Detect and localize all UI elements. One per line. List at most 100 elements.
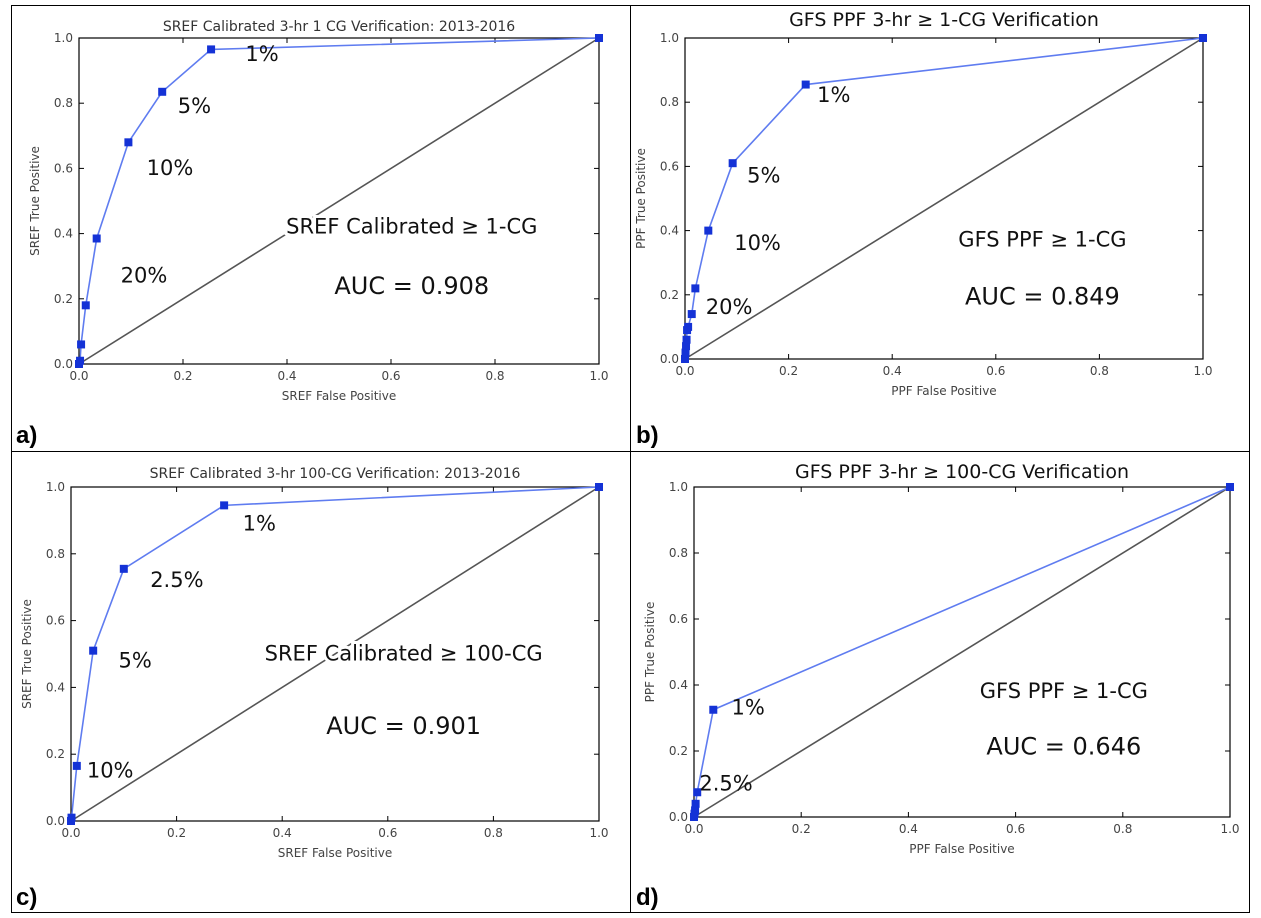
y-tick-label: 0.2 xyxy=(660,288,679,302)
y-axis-label: PPF True Positive xyxy=(643,602,657,703)
y-tick-label: 0.8 xyxy=(669,546,688,560)
reference-diagonal-line xyxy=(684,37,1204,360)
threshold-label: 1% xyxy=(243,511,276,535)
roc-point-marker xyxy=(89,646,98,655)
reference-diagonal-line xyxy=(78,37,600,365)
threshold-label: 1% xyxy=(245,42,278,66)
panel-label-d: d) xyxy=(636,884,659,911)
x-tick-label: 1.0 xyxy=(589,369,608,383)
x-tick-label: 0.8 xyxy=(1090,364,1109,378)
threshold-label: 1% xyxy=(732,696,765,720)
threshold-label: 20% xyxy=(706,295,753,319)
chart-title: GFS PPF 3-hr ≥ 100-CG Verification xyxy=(795,461,1129,483)
x-tick-label: 0.0 xyxy=(684,822,703,836)
chart-title: SREF Calibrated 3-hr 1 CG Verification: … xyxy=(163,19,515,35)
annotation-auc: AUC = 0.908 xyxy=(334,272,489,300)
roc-chart-a: SREF Calibrated 3-hr 1 CG Verification: … xyxy=(28,19,609,403)
y-tick-label: 0.0 xyxy=(669,810,688,824)
roc-point-marker xyxy=(124,138,133,147)
annotation-name: SREF Calibrated ≥ 100-CG xyxy=(265,642,543,666)
threshold-label: 10% xyxy=(87,759,134,783)
panel-label-b: b) xyxy=(636,422,659,449)
chart-title: SREF Calibrated 3-hr 100-CG Verification… xyxy=(150,466,521,482)
threshold-label: 10% xyxy=(734,231,781,255)
roc-point-marker xyxy=(595,483,603,491)
roc-point-marker xyxy=(681,355,689,363)
x-axis-label: SREF False Positive xyxy=(278,846,392,860)
x-tick-label: 1.0 xyxy=(589,826,608,840)
roc-chart-c: SREF Calibrated 3-hr 100-CG Verification… xyxy=(20,466,609,860)
y-axis-label: PPF True Positive xyxy=(634,148,648,249)
roc-point-marker xyxy=(801,80,810,89)
roc-point-marker xyxy=(681,348,690,357)
x-tick-label: 1.0 xyxy=(1193,364,1212,378)
annotation-name: GFS PPF ≥ 1-CG xyxy=(980,679,1148,703)
x-tick-label: 0.4 xyxy=(899,822,918,836)
x-tick-label: 0.8 xyxy=(1113,822,1132,836)
threshold-label: 1% xyxy=(817,83,850,107)
roc-point-marker xyxy=(158,87,167,96)
x-tick-label: 1.0 xyxy=(1220,822,1239,836)
threshold-label: 2.5% xyxy=(150,568,203,592)
annotation-auc: AUC = 0.849 xyxy=(965,282,1120,310)
roc-point-marker xyxy=(691,799,700,808)
x-tick-label: 0.0 xyxy=(675,364,694,378)
roc-point-marker xyxy=(595,34,603,42)
roc-point-marker xyxy=(691,284,700,293)
x-tick-label: 0.4 xyxy=(883,364,902,378)
roc-point-marker xyxy=(207,45,216,54)
panel-label-a: a) xyxy=(16,422,38,449)
roc-point-marker xyxy=(72,761,81,770)
x-tick-label: 0.8 xyxy=(484,826,503,840)
roc-point-marker xyxy=(687,310,696,319)
x-tick-label: 0.6 xyxy=(1006,822,1025,836)
y-tick-label: 0.8 xyxy=(54,96,73,110)
roc-point-marker xyxy=(220,501,229,510)
y-tick-label: 0.4 xyxy=(54,227,73,241)
roc-chart-d: GFS PPF 3-hr ≥ 100-CG Verification 0.0 0.2… xyxy=(643,461,1240,856)
y-axis-label: SREF True Positive xyxy=(20,599,34,709)
roc-point-marker xyxy=(76,356,85,365)
x-tick-label: 0.2 xyxy=(173,369,192,383)
y-tick-label: 0.6 xyxy=(46,614,65,628)
threshold-label: 5% xyxy=(178,94,211,118)
roc-point-marker xyxy=(92,234,101,243)
x-tick-label: 0.6 xyxy=(986,364,1005,378)
roc-point-marker xyxy=(81,301,90,310)
y-tick-label: 0.0 xyxy=(660,352,679,366)
roc-point-marker xyxy=(119,564,128,573)
x-tick-label: 0.2 xyxy=(792,822,811,836)
reference-diagonal-line xyxy=(693,486,1231,818)
y-tick-label: 0.2 xyxy=(54,292,73,306)
roc-point-marker xyxy=(728,159,737,168)
x-tick-label: 0.0 xyxy=(69,369,88,383)
x-tick-label: 0.4 xyxy=(273,826,292,840)
roc-point-marker xyxy=(1226,483,1234,491)
x-axis-label: PPF False Positive xyxy=(909,842,1014,856)
roc-point-marker xyxy=(67,813,76,822)
threshold-label: 5% xyxy=(119,648,152,672)
y-tick-label: 0.4 xyxy=(660,224,679,238)
y-tick-label: 0.8 xyxy=(46,547,65,561)
roc-chart-b: GFS PPF 3-hr ≥ 1-CG Verification 0.0 0.2 0.… xyxy=(634,9,1213,398)
y-tick-label: 0.0 xyxy=(46,814,65,828)
threshold-label: 20% xyxy=(121,264,168,288)
annotation-auc: AUC = 0.646 xyxy=(986,732,1141,760)
y-tick-label: 0.0 xyxy=(54,357,73,371)
annotation-name: SREF Calibrated ≥ 1-CG xyxy=(286,215,537,239)
y-tick-label: 0.6 xyxy=(54,161,73,175)
panel-label-c: c) xyxy=(16,884,38,911)
x-tick-label: 0.4 xyxy=(277,369,296,383)
roc-point-marker xyxy=(684,322,693,331)
threshold-label: 2.5% xyxy=(699,772,752,796)
x-tick-label: 0.6 xyxy=(378,826,397,840)
x-tick-label: 0.6 xyxy=(381,369,400,383)
y-tick-label: 1.0 xyxy=(660,31,679,45)
chart-title: GFS PPF 3-hr ≥ 1-CG Verification xyxy=(789,9,1099,31)
roc-point-marker xyxy=(691,806,700,815)
y-tick-label: 0.6 xyxy=(660,159,679,173)
y-tick-label: 1.0 xyxy=(54,31,73,45)
y-tick-label: 0.4 xyxy=(46,680,65,694)
y-tick-label: 0.6 xyxy=(669,612,688,626)
